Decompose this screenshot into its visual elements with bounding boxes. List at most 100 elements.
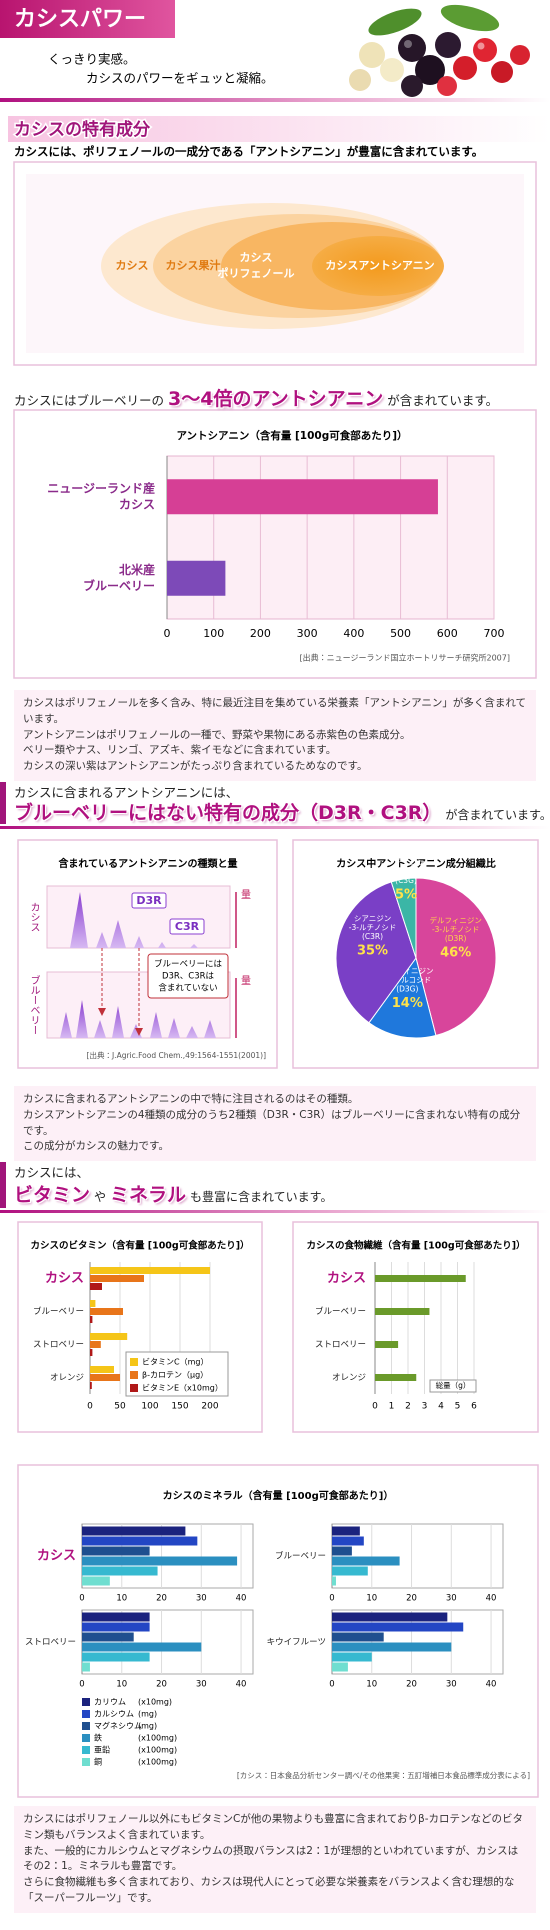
x-tick-label: 4 [438, 1402, 444, 1412]
bar [90, 1300, 96, 1307]
x-tick-label: 40 [236, 1594, 247, 1604]
peak-label: C3R [175, 920, 200, 933]
bar [332, 1546, 352, 1556]
heading-marker [0, 1162, 6, 1208]
layer-label: ポリフェノール [218, 266, 295, 280]
bar [90, 1308, 123, 1315]
axis-label: 量 [241, 889, 251, 901]
legend-swatch [130, 1384, 138, 1392]
bar [90, 1382, 92, 1389]
title-box [0, 0, 175, 38]
x-tick-label: 30 [446, 1680, 457, 1690]
x-tick-label: 100 [141, 1402, 158, 1412]
legend-unit: (mg) [138, 1710, 157, 1719]
section-lead: カシスには、ポリフェノールの一成分である「アントシアニン」が豊富に含まれています… [14, 145, 483, 159]
chart-title: カシス中アントシアニン成分組織比 [336, 857, 495, 870]
legend-label: マグネシウム [94, 1721, 142, 1731]
legend-unit: (x100mg) [138, 1746, 177, 1755]
bar [82, 1526, 186, 1536]
x-tick-label: 10 [366, 1680, 377, 1690]
slice-label: -3-ルチノシド [432, 925, 479, 934]
legend-swatch [82, 1734, 90, 1742]
bar [167, 560, 226, 596]
bar [167, 479, 438, 515]
x-tick-label: 100 [203, 627, 224, 640]
note-line: カシスの深い紫はアントシアニンがたっぷり含まれているためなのです。 [23, 760, 368, 772]
x-tick-label: 1 [389, 1402, 395, 1412]
lead-emphasis: ビタミン [14, 1184, 91, 1206]
note-box: カシスに含まれるアントシアニンの中で特に注目されるのはその種類。 カシスアントシ… [14, 1086, 536, 1161]
bar [90, 1366, 114, 1373]
tagline: くっきり実感。 [48, 52, 136, 67]
panel-title: 含まれているアントシアニンの種類と量 [58, 857, 237, 870]
x-tick-label: 20 [156, 1594, 167, 1604]
chart-title: カシスの食物繊維（含有量 [100g可食部あたり]） [306, 1240, 525, 1252]
chart-source: [出典：J.Agric.Food Chem.,49:1564-1551(2001… [87, 1050, 267, 1060]
heading-marker [0, 782, 6, 824]
bar [90, 1374, 120, 1381]
legend-swatch [130, 1371, 138, 1379]
pie-slice [415, 877, 497, 1037]
bar [332, 1612, 448, 1622]
bar [82, 1662, 90, 1672]
x-tick-label: 0 [329, 1680, 334, 1690]
x-tick-label: 0 [372, 1402, 378, 1412]
x-tick-label: 30 [196, 1594, 207, 1604]
layer-ellipse [312, 236, 444, 296]
x-tick-label: 200 [201, 1402, 218, 1412]
bar [82, 1556, 238, 1566]
legend-swatch [82, 1698, 90, 1706]
note-line: アントシアニンはポリフェノールの一種で、野菜や果物にある赤紫色の色素成分。 [23, 728, 411, 741]
bar [82, 1652, 150, 1662]
legend-swatch [130, 1358, 138, 1366]
category-label: ブルーベリー [83, 578, 155, 593]
bar [332, 1662, 348, 1672]
legend-box [429, 1379, 477, 1393]
lead-text: や [94, 1190, 107, 1204]
x-tick-label: 3 [422, 1402, 428, 1412]
bar [375, 1308, 430, 1315]
legend-unit: (x100mg) [138, 1734, 177, 1743]
layer-label: カシスアントシアニン [325, 259, 434, 272]
slice-label: -3-グルコシド [384, 975, 432, 985]
layer-label: カシス [116, 259, 149, 272]
bar [82, 1546, 150, 1556]
bar [90, 1275, 144, 1282]
bar [82, 1642, 202, 1652]
legend-label: カルシウム [94, 1710, 134, 1719]
legend-swatch [82, 1758, 90, 1766]
slice-label: シアニジン [354, 914, 391, 923]
panel [292, 1221, 539, 1433]
legend-label: 亜鉛 [94, 1745, 110, 1755]
slice-label: (D3G) [396, 985, 418, 994]
heading-rule [0, 826, 550, 829]
legend-swatch [82, 1722, 90, 1730]
legend-label: 銅 [94, 1757, 102, 1767]
x-tick-label: 10 [116, 1680, 127, 1690]
category-label: ブルーベリー [315, 1306, 366, 1317]
x-tick-label: 20 [406, 1680, 417, 1690]
pie-slice [390, 877, 417, 959]
slice-label: (D3R) [445, 934, 467, 943]
category-label: カシス [327, 1271, 366, 1286]
fruit-illustration [349, 4, 530, 97]
note-line: ベリー類やナス、リンゴ、アズキ、紫イモなどに含まれています。 [23, 744, 337, 757]
x-tick-label: 300 [297, 627, 318, 640]
section-band [8, 116, 550, 142]
bar [332, 1556, 400, 1566]
bar [90, 1349, 93, 1356]
x-tick-label: 200 [250, 627, 271, 640]
bar [332, 1622, 464, 1632]
chart-source: [カシス：日本食品分析センター調べ/その他果実：五訂増補日本食品標準成分表による… [237, 1770, 530, 1780]
legend-unit: (x100mg) [138, 1758, 177, 1767]
note-box: カシスにはポリフェノール以外にもビタミンCが他の果物よりも豊富に含まれておりβ-… [14, 1806, 536, 1913]
x-tick-label: 400 [343, 627, 364, 640]
category-label: ストロベリー [315, 1340, 366, 1350]
bar [82, 1632, 134, 1642]
section-heading: カシスの特有成分 [14, 119, 151, 140]
category-label: オレンジ [332, 1373, 366, 1383]
legend-label: ビタミンC（mg） [142, 1358, 208, 1367]
note-line: この成分がカシスの魅力です。 [23, 1140, 169, 1153]
bar [82, 1536, 198, 1546]
